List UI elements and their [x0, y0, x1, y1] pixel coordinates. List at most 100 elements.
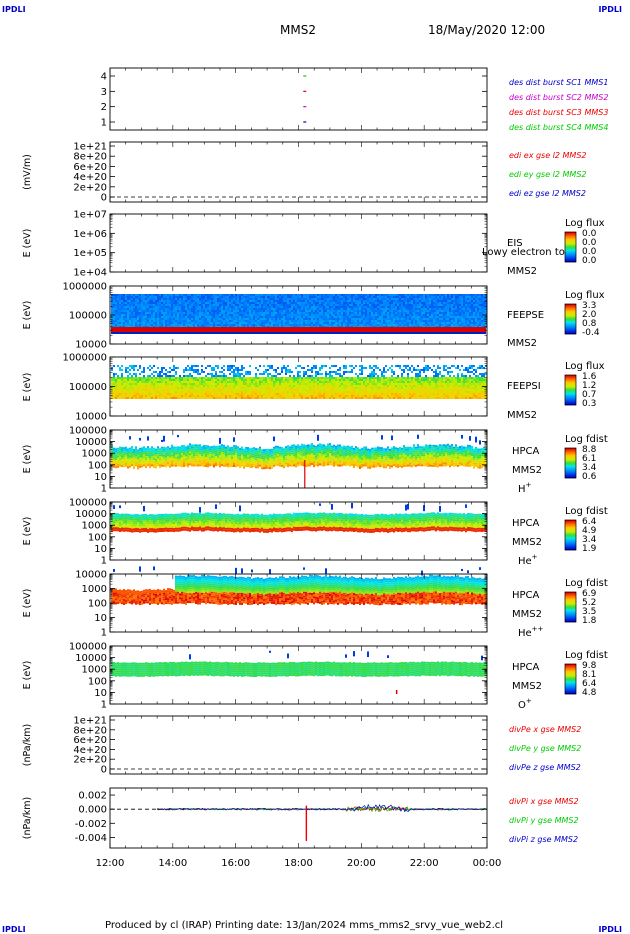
spectrogram-cell — [291, 316, 293, 318]
spectrogram-cell — [381, 324, 383, 326]
spectrogram-cell — [309, 381, 311, 383]
spectrogram-cell — [281, 316, 283, 318]
spectrogram-cell — [263, 385, 265, 387]
spectrogram-cell — [251, 306, 253, 308]
spectrogram-cell — [149, 391, 151, 393]
spectrogram-cell — [175, 312, 177, 314]
spectrogram-cell — [299, 365, 301, 367]
spectrogram-cell — [463, 312, 465, 314]
spectrogram-cell — [229, 314, 231, 316]
spectrogram-cell — [281, 387, 283, 389]
spectrogram-cell — [301, 314, 303, 316]
spectrogram-cell — [179, 324, 181, 326]
spectrogram-cell — [429, 306, 431, 308]
spectrogram-cell — [203, 393, 205, 395]
spectrogram-cell — [165, 385, 167, 387]
spectrogram-cell — [191, 389, 193, 391]
spectrogram-cell — [223, 381, 225, 383]
colorbar-cell — [565, 304, 576, 306]
spectrogram-cell — [391, 318, 393, 320]
spectrogram-cell — [243, 387, 245, 389]
spectrogram-cell — [379, 302, 381, 304]
spectrogram-cell — [449, 300, 451, 302]
spectrogram-cell — [485, 302, 487, 304]
spectrogram-cell — [321, 324, 323, 326]
spectrogram-cell — [283, 318, 285, 320]
spectrogram-cell — [157, 318, 159, 320]
spectrogram-cell — [249, 318, 251, 320]
spectrogram-cell — [145, 298, 147, 300]
spectrogram-cell — [461, 302, 463, 304]
spectrogram-cell — [141, 383, 143, 385]
spectrogram-cell — [147, 389, 149, 391]
spectrogram-cell — [209, 308, 211, 310]
spectrogram-cell — [295, 385, 297, 387]
spectrogram-cell — [221, 294, 223, 296]
spectrogram-cell — [231, 306, 233, 308]
spectrogram-cell — [309, 322, 311, 324]
spectrogram-cell — [425, 320, 427, 322]
spectrogram-cell — [285, 322, 287, 324]
spectrogram-cell — [207, 314, 209, 316]
spectrogram-cell — [183, 377, 185, 379]
legend-entry: des dist burst SC2 MMS2 — [509, 93, 608, 102]
spectrogram-cell — [185, 387, 187, 389]
spectrogram-cell — [475, 296, 477, 298]
spectrogram-cell — [343, 298, 345, 300]
spectrogram-cell — [209, 324, 211, 326]
spectrogram-cell — [333, 310, 335, 312]
spectrogram-cell — [225, 395, 227, 397]
spectrogram-cell — [145, 316, 147, 318]
spectrogram-cell — [271, 389, 273, 391]
spectrogram-cell — [483, 312, 485, 314]
spectrogram-cell — [361, 300, 363, 302]
spectrogram-cell — [235, 369, 237, 371]
spectrogram-cell — [275, 397, 277, 399]
spectrogram-cell — [243, 320, 245, 322]
spectrogram-cell — [227, 389, 229, 391]
spectrogram-cell — [155, 320, 157, 322]
spectrogram-cell — [355, 310, 357, 312]
spectrogram-cell — [193, 316, 195, 318]
spectrogram-cell — [433, 314, 435, 316]
spectrogram-cell — [141, 320, 143, 322]
spectrogram-cell — [195, 318, 197, 320]
spectrogram-cell — [311, 371, 313, 373]
spectrogram-cell — [229, 318, 231, 320]
spectrogram-cell — [415, 308, 417, 310]
spectrogram-cell — [291, 318, 293, 320]
spectrogram-cell — [181, 397, 183, 399]
spectrogram-cell — [483, 318, 485, 320]
colorbar-cell — [565, 244, 576, 246]
spectrogram-cell — [455, 304, 457, 306]
spectrogram-cell — [207, 300, 209, 302]
spectrogram-cell — [411, 298, 413, 300]
spectrogram-cell — [215, 371, 217, 373]
spectrogram-cell — [381, 302, 383, 304]
spectrogram-cell — [165, 318, 167, 320]
spectrogram-cell — [453, 314, 455, 316]
spectrogram-cell — [183, 316, 185, 318]
spectrogram-cell — [113, 385, 115, 387]
spectrogram-cell — [191, 298, 193, 300]
spectrogram-cell — [181, 300, 183, 302]
spectrogram-cell — [221, 371, 223, 373]
spectrogram-cell — [249, 324, 251, 326]
spectrogram-cell — [223, 379, 225, 381]
spectrogram-cell — [483, 302, 485, 304]
spectrogram-cell — [273, 389, 275, 391]
spectrogram-cell — [475, 302, 477, 304]
spectrogram-cell — [195, 381, 197, 383]
spectrogram-cell — [319, 300, 321, 302]
spectrogram-cell — [217, 308, 219, 310]
spectrogram-cell — [363, 298, 365, 300]
colorbar-cell — [565, 240, 576, 242]
spectrogram-cell — [435, 324, 437, 326]
spectrogram-cell — [349, 302, 351, 304]
spectrogram-cell — [185, 369, 187, 371]
spectrogram-cell — [161, 387, 163, 389]
spectrogram-cell — [377, 306, 379, 308]
spectrogram-cell — [375, 310, 377, 312]
spectrogram-cell — [249, 316, 251, 318]
spectrogram-cell — [259, 308, 261, 310]
